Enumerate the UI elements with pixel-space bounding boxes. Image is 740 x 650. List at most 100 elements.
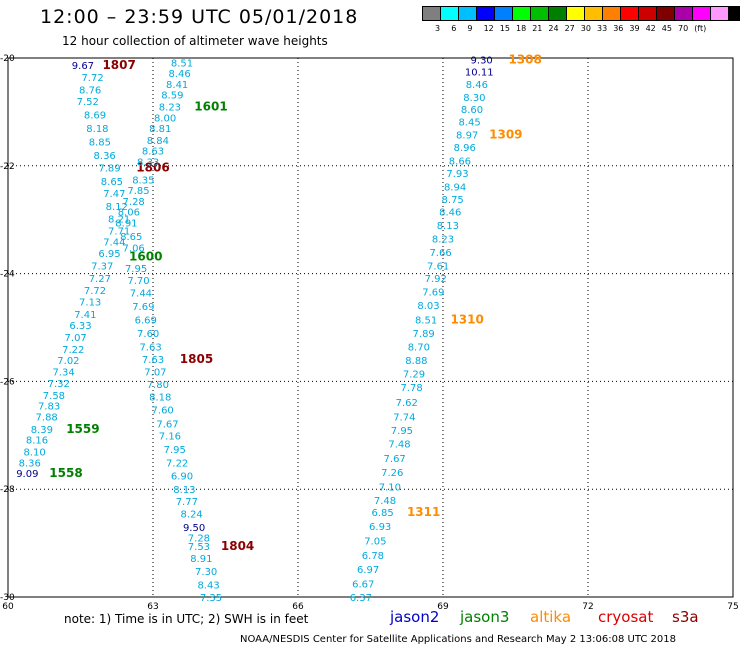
wave-height-value: 8.96 <box>454 143 476 154</box>
wave-height-value: 6.69 <box>135 315 157 326</box>
longitude-tick-label: 72 <box>582 602 593 612</box>
legend-altika: altika <box>530 608 572 626</box>
wave-height-value: 8.60 <box>461 105 483 116</box>
longitude-tick-label: 69 <box>437 602 449 612</box>
wave-height-value: 7.47 <box>103 189 125 200</box>
wave-height-value: 7.78 <box>400 383 422 394</box>
wave-height-value: 7.22 <box>62 345 84 356</box>
color-scale-label: 45 <box>661 24 672 33</box>
wave-height-value: 7.28 <box>123 197 145 208</box>
wave-height-value: 7.83 <box>38 402 60 413</box>
wave-height-value: 7.80 <box>147 380 169 391</box>
wave-height-value: 8.23 <box>432 235 454 246</box>
wave-height-value: 7.69 <box>132 302 154 313</box>
wave-height-value: 8.51 <box>415 315 437 326</box>
wave-height-value: 8.69 <box>84 111 106 122</box>
wave-height-value: 7.95 <box>391 426 413 437</box>
pass-time-label: 1601 <box>194 100 227 114</box>
wave-height-value: 10.11 <box>465 67 494 78</box>
wave-height-value: 8.46 <box>439 208 461 219</box>
wave-height-value: 7.06 <box>123 244 145 255</box>
wave-height-value: 7.30 <box>195 567 217 578</box>
wave-height-value: 7.35 <box>200 593 222 604</box>
wave-height-value: 7.95 <box>125 264 147 275</box>
color-scale-label: 42 <box>645 24 656 33</box>
footer-credit: NOAA/NESDIS Center for Satellite Applica… <box>240 634 676 645</box>
wave-height-value: 7.13 <box>79 298 101 309</box>
pass-time-label: 1805 <box>180 352 213 366</box>
pass-time-label: 1559 <box>66 422 99 436</box>
wave-height-value: 7.05 <box>364 536 386 547</box>
wave-height-value: 7.52 <box>77 97 99 108</box>
pass-time-label: 1311 <box>407 505 440 519</box>
wave-height-value: 8.43 <box>197 581 219 592</box>
color-scale-label: 6 <box>451 24 457 33</box>
wave-height-value: 8.85 <box>89 138 111 149</box>
color-scale-label: 30 <box>580 24 591 33</box>
wave-height-value: 7.22 <box>166 458 188 469</box>
wave-height-value: 7.63 <box>142 355 164 366</box>
wave-height-value: 7.41 <box>74 310 96 321</box>
wave-height-value: 6.90 <box>171 472 193 483</box>
longitude-tick-label: 75 <box>727 602 738 612</box>
latitude-tick-label: -26 <box>0 377 15 387</box>
wave-height-labels: 9.67 18077.728.767.528.698.188.858.367.89… <box>16 53 542 604</box>
wave-height-value: 7.89 <box>413 329 435 340</box>
latitude-tick-label: -30 <box>0 593 15 603</box>
wave-height-value: 7.60 <box>152 405 174 416</box>
wave-height-value: 7.10 <box>379 483 401 494</box>
wave-height-value: 7.85 <box>127 186 149 197</box>
color-scale-legend: 3 6 9 12 15 18 21 24 27 30 33 36 39 42 45 70 (ft) <box>422 6 740 35</box>
wave-height-value: 8.63 <box>142 147 164 158</box>
wave-height-value: 6.37 <box>350 593 372 604</box>
color-scale-label: 27 <box>564 24 575 33</box>
wave-height-value: 8.91 <box>115 218 137 229</box>
color-scale-swatches <box>422 6 740 21</box>
wave-height-value: 8.41 <box>166 80 188 91</box>
color-scale-label: 3 <box>435 24 441 33</box>
wave-height-value: 7.70 <box>127 276 149 287</box>
wave-height-value: 7.44 <box>130 288 152 299</box>
map-frame <box>7 57 734 598</box>
wave-height-value: 7.32 <box>48 379 70 390</box>
latitude-tick-label: -20 <box>0 54 15 64</box>
pass-time-label: 1310 <box>450 312 483 326</box>
wave-height-value: 6.95 <box>98 249 120 260</box>
wave-height-value: 8.12 <box>106 202 128 213</box>
wave-height-value: 8.46 <box>168 69 190 80</box>
latitude-tick-label: -24 <box>0 270 15 280</box>
color-scale-label: 18 <box>516 24 527 33</box>
wave-height-value: 8.21 <box>108 215 130 226</box>
wave-height-value: 8.45 <box>458 118 480 129</box>
color-scale-label: (ft) <box>694 24 707 33</box>
footnote: note: 1) Time is in UTC; 2) SWH is in fe… <box>64 612 309 626</box>
color-swatch <box>728 6 740 21</box>
color-scale-label: 15 <box>499 24 510 33</box>
wave-height-value: 7.60 <box>137 329 159 340</box>
wave-height-value: 8.30 <box>463 93 485 104</box>
latitude-tick-label: -22 <box>0 162 15 172</box>
longitude-tick-label: 63 <box>147 602 158 612</box>
wave-height-value: 7.34 <box>52 368 74 379</box>
wave-height-value: 8.18 <box>149 392 171 403</box>
latitude-tick-label: -28 <box>0 485 15 495</box>
wave-height-value: 7.77 <box>176 497 198 508</box>
wave-height-value: 8.65 <box>120 232 142 243</box>
color-scale-label: 33 <box>597 24 608 33</box>
wave-height-value: 6.93 <box>369 522 391 533</box>
wave-height-value: 7.66 <box>429 248 451 259</box>
wave-height-value: 8.59 <box>161 91 183 102</box>
wave-height-value: 8.00 <box>154 113 176 124</box>
color-scale-label: 12 <box>483 24 494 33</box>
wave-height-value: 6.67 <box>352 580 374 591</box>
wave-height-value: 8.88 <box>405 356 427 367</box>
color-scale-label: 21 <box>532 24 543 33</box>
wave-height-value: 7.29 <box>403 369 425 380</box>
wave-height-value: 7.26 <box>381 468 403 479</box>
wave-height-value: 7.58 <box>43 391 65 402</box>
wave-height-value: 7.69 <box>422 287 444 298</box>
wave-height-value: 8.33 <box>137 157 159 168</box>
wave-height-value: 8.35 <box>132 175 154 186</box>
color-scale-label: 70 <box>678 24 689 33</box>
